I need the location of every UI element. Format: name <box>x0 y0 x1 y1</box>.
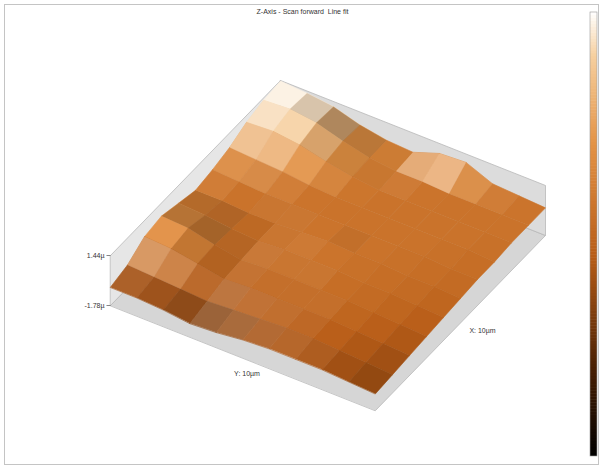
svg-text:Y: 10µm: Y: 10µm <box>234 370 260 378</box>
svg-text:Z-Axis - Scan forward Line fi: Z-Axis - Scan forward Line fit <box>257 8 349 15</box>
svg-text:1.44µ: 1.44µ <box>87 252 105 260</box>
svg-text:X: 10µm: X: 10µm <box>469 327 495 335</box>
svg-text:-1.78µ: -1.78µ <box>85 302 105 310</box>
